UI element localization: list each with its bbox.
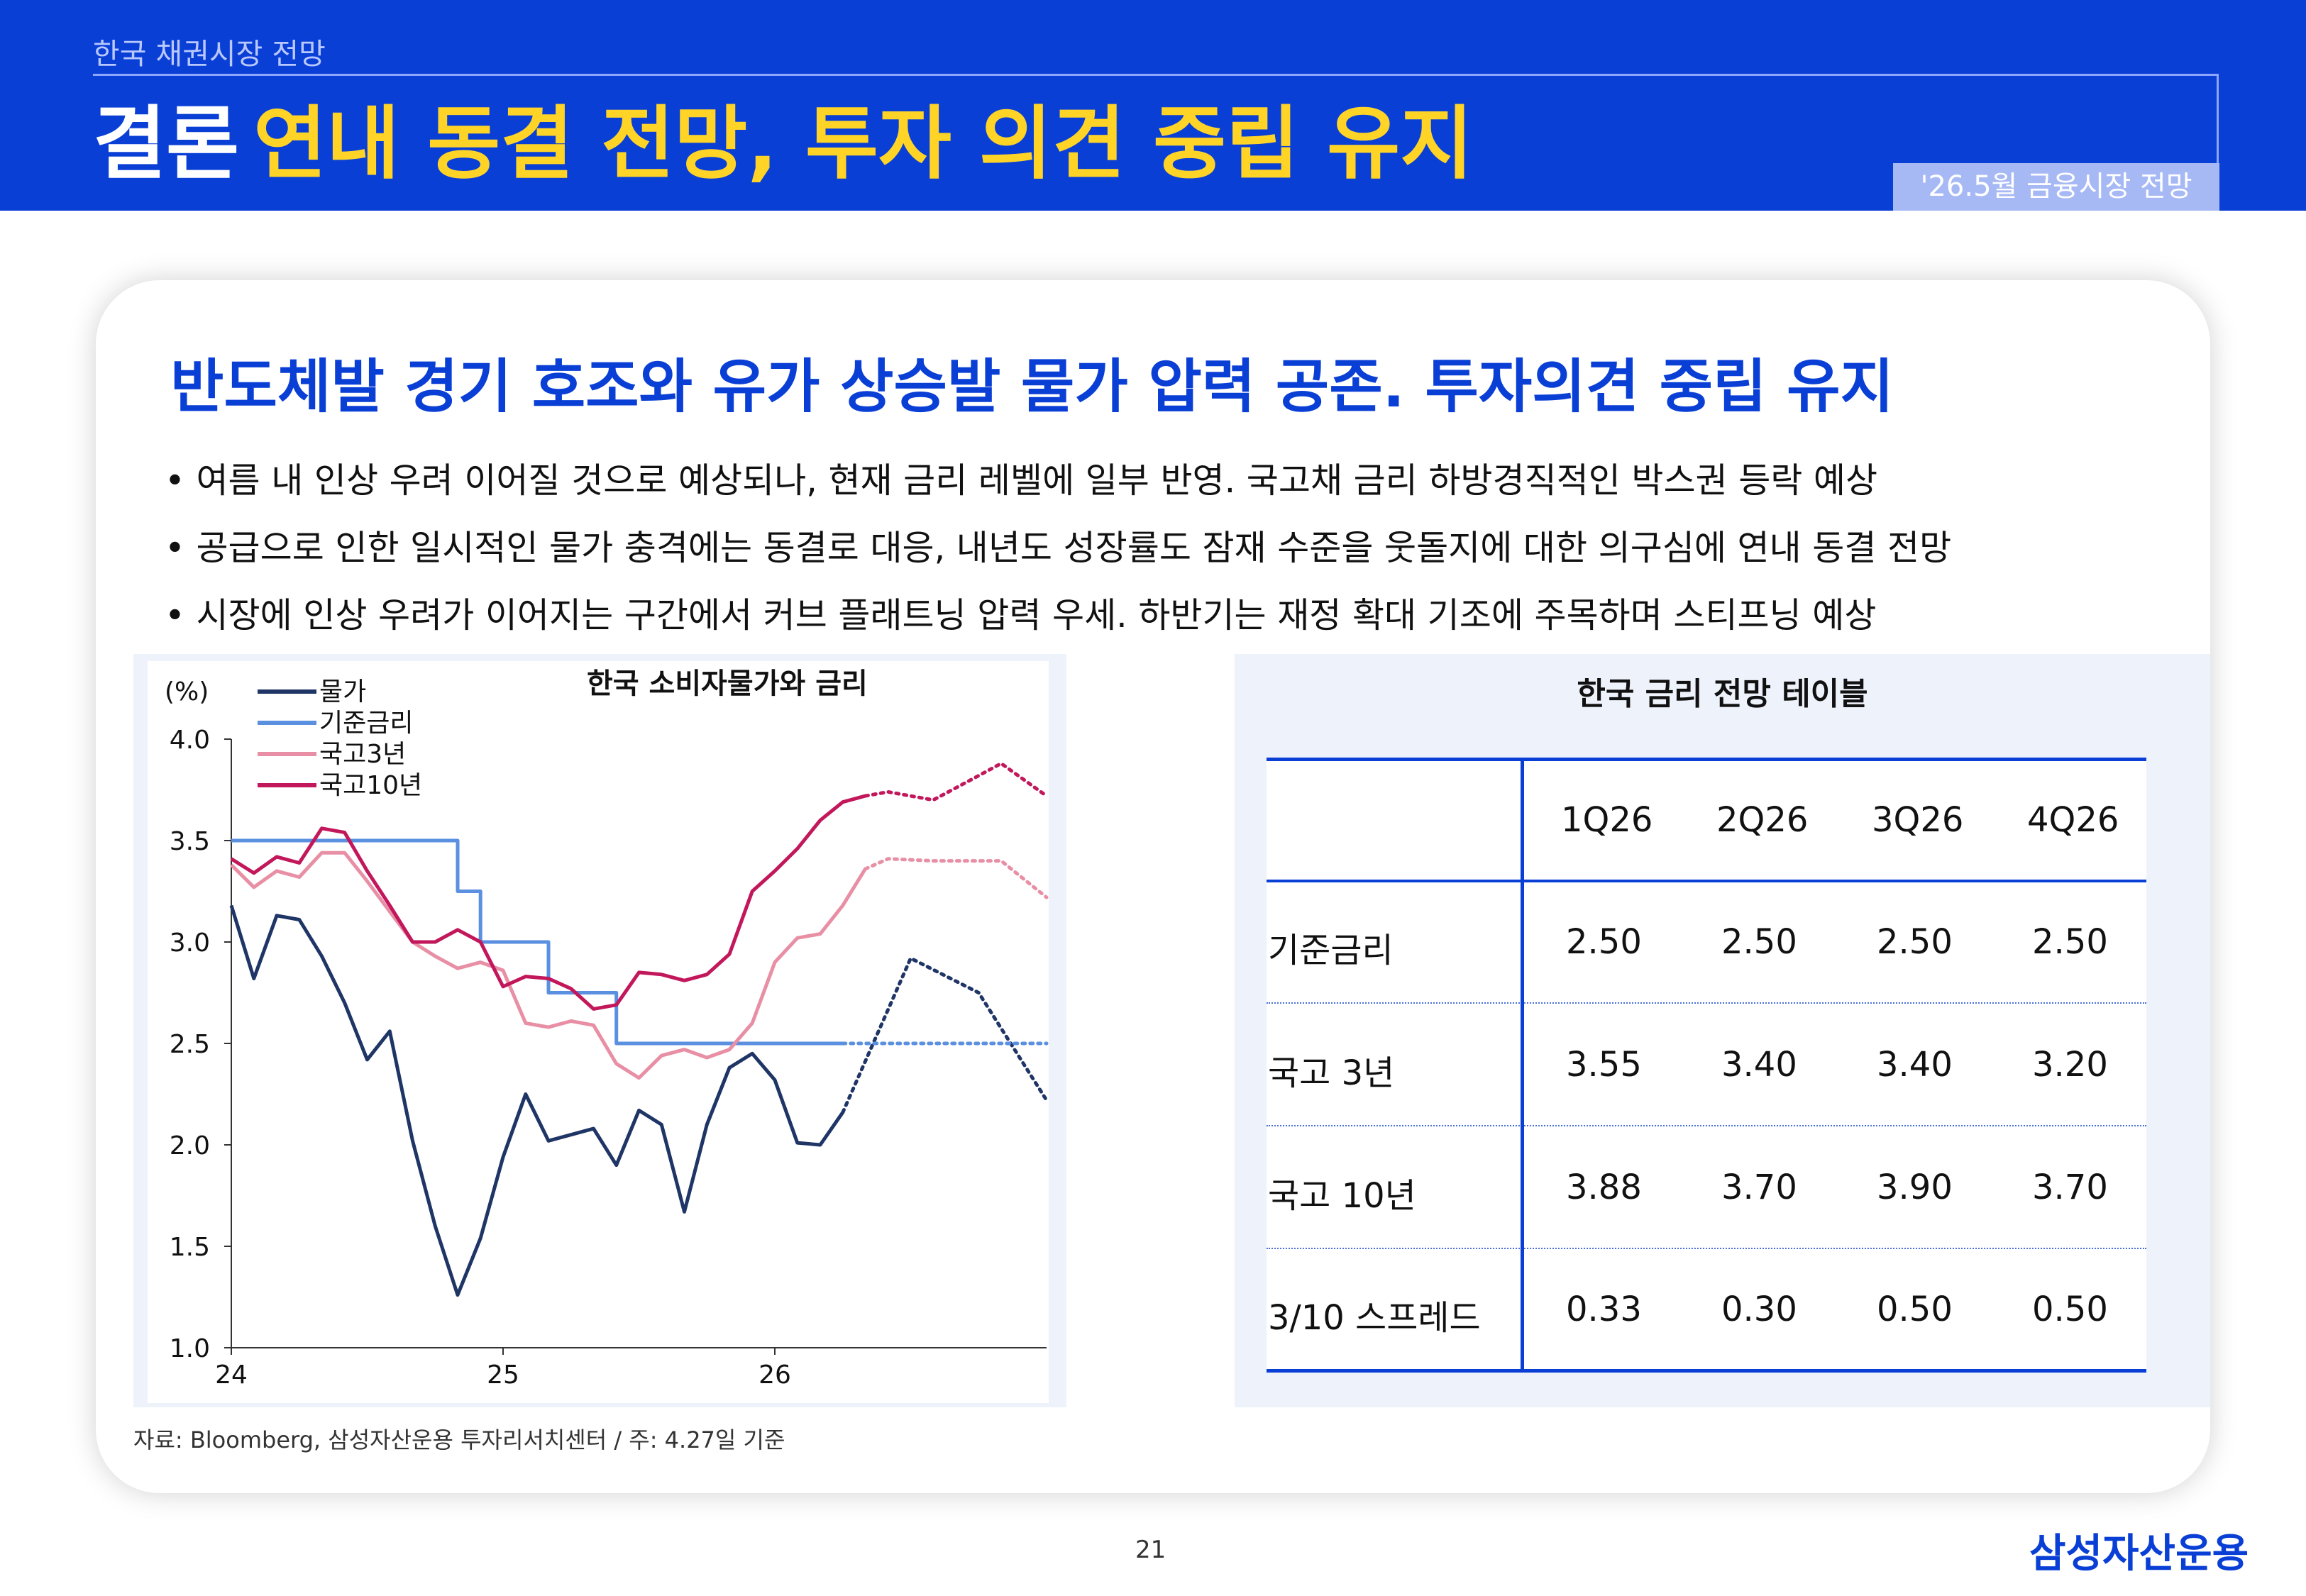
- series-line-e88fa5: [230, 850, 867, 1080]
- table-row-divider: [1267, 1248, 2146, 1249]
- company-logo: 삼성자산운용: [2029, 1531, 2249, 1577]
- y-tick-label: 3.0: [170, 929, 210, 958]
- legend-label: 국고3년: [319, 740, 406, 769]
- table-row-label: 국고 3년: [1268, 1053, 1395, 1093]
- table-cell: 0.50: [1877, 1290, 1953, 1329]
- table-cell: 3.55: [1566, 1045, 1642, 1085]
- table-cell: 3.20: [2032, 1045, 2108, 1085]
- series-line-1f3566: [229, 904, 844, 1297]
- table-cell: 3.70: [1721, 1168, 1797, 1207]
- table-cell: 0.50: [2032, 1290, 2108, 1329]
- y-axis-unit-label: (%): [165, 677, 209, 706]
- y-tick-label: 3.5: [170, 827, 210, 856]
- page-title: 결론 연내 동결 전망, 투자 의견 중립 유지: [93, 98, 1473, 190]
- table-label-divider: [1521, 759, 1524, 1372]
- bullet-list: • 여름 내 인상 우려 이어질 것으로 예상되나, 현재 금리 레벨에 일부 …: [165, 447, 1951, 649]
- rate-forecast-table: [1267, 759, 2146, 1372]
- page-number: 21: [1135, 1536, 1166, 1564]
- series-forecast-line-e88fa5: [864, 857, 1049, 899]
- table-cell: 0.33: [1566, 1290, 1642, 1329]
- headline: 반도체발 경기 호조와 유가 상승발 물가 압력 공존. 투자의견 중립 유지: [170, 353, 1894, 421]
- y-tick-label: 2.5: [170, 1030, 210, 1059]
- chart-title: 한국 소비자물가와 금리: [587, 667, 868, 700]
- x-tick-label: 26: [758, 1361, 791, 1390]
- table-top-border: [1267, 758, 2146, 761]
- table-cell: 3.70: [2032, 1168, 2108, 1207]
- bullet-item: • 여름 내 인상 우려 이어질 것으로 예상되나, 현재 금리 레벨에 일부 …: [165, 460, 1878, 501]
- table-cell: 2.50: [1877, 922, 1953, 962]
- header-bar: 한국 채권시장 전망 결론 연내 동결 전망, 투자 의견 중립 유지 '26.5…: [0, 0, 2306, 211]
- legend-label: 기준금리: [319, 709, 413, 738]
- table-row-divider: [1267, 1002, 2146, 1004]
- cpi-rate-line-chart: 4.0 3.5 3.0 2.5 2.0 1.5 1.024 25 26 물가기준금리국고3년국고…: [165, 667, 1049, 1390]
- report-label-badge: '26.5월 금융시장 전망: [1893, 163, 2219, 211]
- bullet-item: • 공급으로 인한 일시적인 물가 충격에는 동결로 대응, 내년도 성장률도 …: [165, 528, 1952, 568]
- table-col-header: 1Q26: [1561, 800, 1653, 840]
- series-line-c2185b: [230, 794, 866, 1011]
- table-bottom-border: [1267, 1369, 2146, 1373]
- y-tick-label: 2.0: [170, 1131, 210, 1160]
- series-forecast-line-c2185b: [864, 761, 1049, 802]
- table-title: 한국 금리 전망 테이블: [1577, 676, 1868, 712]
- y-tick-label: 4.0: [170, 726, 210, 755]
- table-cell: 2.50: [1721, 922, 1797, 962]
- x-tick-label: 25: [487, 1361, 519, 1390]
- table-cell: 3.88: [1566, 1168, 1642, 1207]
- table-cell: 2.50: [1566, 922, 1642, 962]
- table-col-header: 3Q26: [1872, 800, 1964, 840]
- table-col-header: 2Q26: [1716, 800, 1809, 840]
- series-line-5b8fe0: [231, 838, 843, 1046]
- table-cell: 3.40: [1877, 1045, 1953, 1085]
- table-row-label: 기준금리: [1268, 931, 1394, 970]
- table-row-label: 3/10 스프레드: [1268, 1298, 1481, 1338]
- section-subtitle: 한국 채권시장 전망: [93, 37, 326, 71]
- source-note: 자료: Bloomberg, 삼성자산운용 투자리서치센터 / 주: 4.27일…: [133, 1426, 785, 1453]
- table-cell: 3.90: [1877, 1168, 1953, 1207]
- y-tick-label: 1.0: [170, 1334, 210, 1363]
- series-forecast-line-1f3566: [841, 955, 1049, 1114]
- table-cell: 3.40: [1721, 1045, 1797, 1085]
- page-title-main: 결론: [93, 98, 240, 190]
- table-row-label: 국고 10년: [1268, 1176, 1416, 1216]
- y-tick-label: 1.5: [170, 1233, 210, 1262]
- legend-label: 국고10년: [319, 771, 422, 800]
- legend-label: 물가: [319, 677, 366, 706]
- table-cell: 0.30: [1721, 1290, 1797, 1329]
- header-divider: [93, 74, 2218, 76]
- x-tick-label: 24: [215, 1361, 248, 1390]
- table-row-divider: [1267, 1125, 2146, 1126]
- table-cell: 2.50: [2032, 922, 2108, 962]
- page-title-highlight: 연내 동결 전망, 투자 의견 중립 유지: [253, 98, 1474, 190]
- table-col-header: 4Q26: [2027, 800, 2119, 840]
- bullet-item: • 시장에 인상 우려가 이어지는 구간에서 커브 플래트닝 압력 우세. 하반…: [165, 595, 1877, 636]
- header-divider-vertical: [2217, 74, 2219, 166]
- table-header-border: [1267, 880, 2146, 882]
